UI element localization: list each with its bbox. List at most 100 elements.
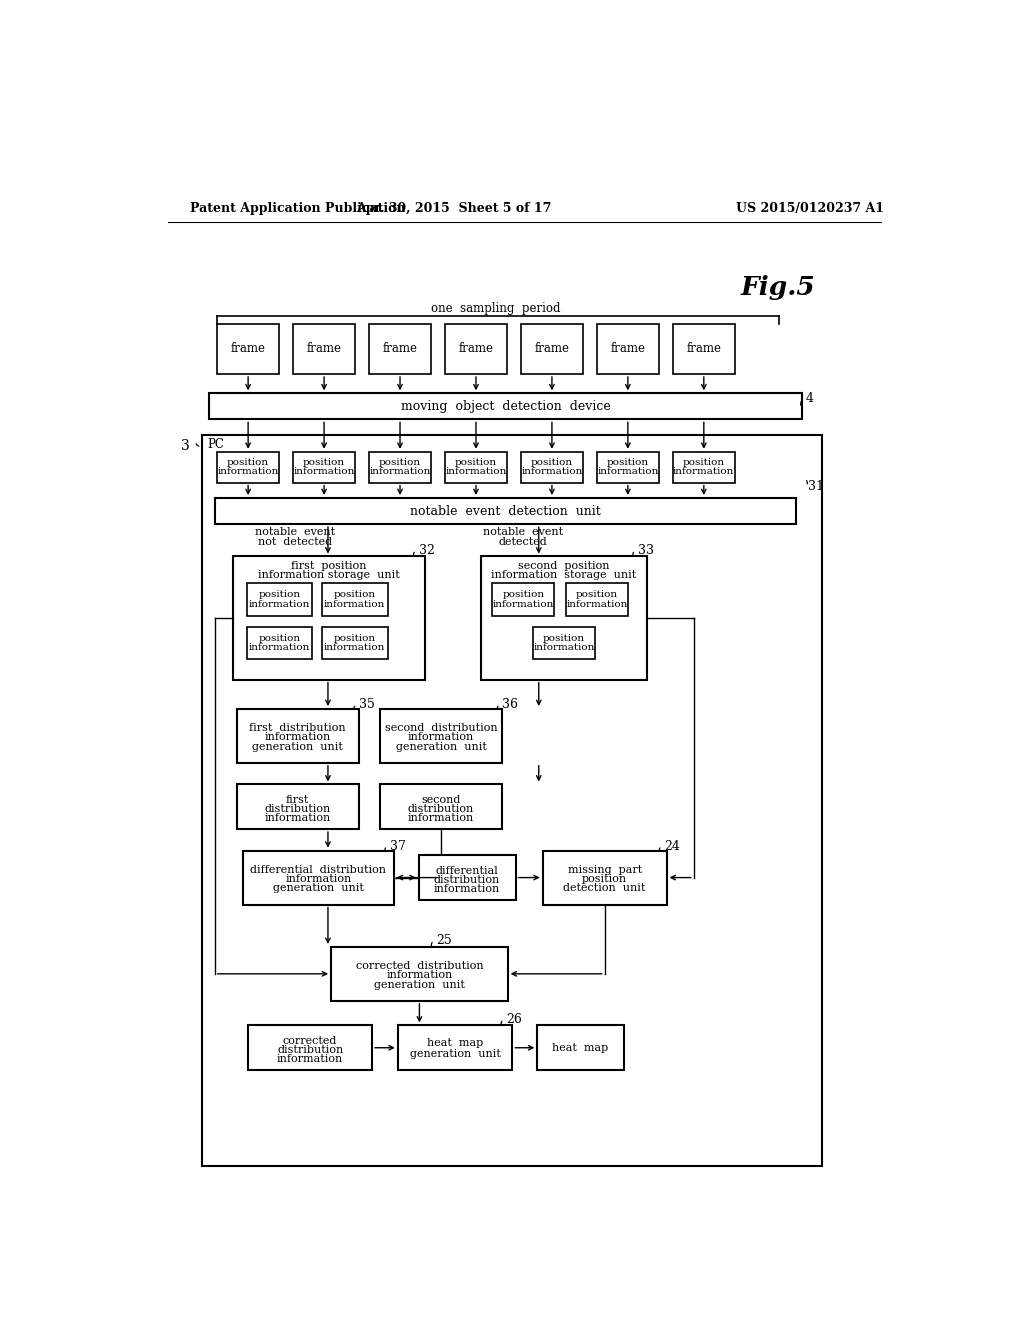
Text: generation  unit: generation unit <box>410 1049 501 1059</box>
Text: information: information <box>217 467 279 477</box>
Text: corrected  distribution: corrected distribution <box>355 961 483 972</box>
Bar <box>673 323 735 374</box>
Bar <box>532 627 595 659</box>
Text: 33: 33 <box>638 544 654 557</box>
Bar <box>202 434 821 1167</box>
Bar <box>369 323 431 374</box>
Text: position: position <box>543 634 585 643</box>
Text: 36: 36 <box>503 698 518 711</box>
Text: information: information <box>264 813 331 824</box>
Bar <box>597 323 658 374</box>
Text: position: position <box>502 590 545 599</box>
Text: distribution: distribution <box>264 804 331 814</box>
Bar <box>232 557 425 680</box>
Text: generation  unit: generation unit <box>252 742 343 751</box>
Bar <box>248 1026 372 1071</box>
Text: information: information <box>445 467 507 477</box>
Text: position: position <box>530 458 573 467</box>
Text: 26: 26 <box>506 1012 522 1026</box>
Bar <box>673 451 735 483</box>
Bar <box>237 784 359 829</box>
Text: information: information <box>408 813 474 824</box>
Text: not  detected: not detected <box>258 537 332 546</box>
Text: information: information <box>324 599 385 609</box>
Text: information: information <box>408 733 474 742</box>
Text: moving  object  detection  device: moving object detection device <box>401 400 610 413</box>
Bar <box>209 393 802 420</box>
Bar <box>397 1026 512 1071</box>
Bar <box>380 709 503 763</box>
Text: position: position <box>582 874 627 884</box>
Text: differential  distribution: differential distribution <box>250 865 386 875</box>
Bar <box>445 323 507 374</box>
Text: one  sampling  period: one sampling period <box>431 302 561 315</box>
Bar <box>215 498 796 524</box>
Text: frame: frame <box>686 342 721 355</box>
Text: distribution: distribution <box>278 1045 343 1055</box>
Text: information storage  unit: information storage unit <box>258 570 399 579</box>
Bar <box>217 323 280 374</box>
Text: generation  unit: generation unit <box>395 742 486 751</box>
Text: 25: 25 <box>436 935 453 948</box>
Text: missing  part: missing part <box>567 865 642 875</box>
Bar <box>597 451 658 483</box>
Bar <box>419 855 515 900</box>
Text: 37: 37 <box>390 840 406 853</box>
Text: position: position <box>258 590 301 599</box>
Bar <box>247 583 312 615</box>
Text: information: information <box>521 467 583 477</box>
Bar <box>243 850 394 904</box>
Bar <box>493 583 554 615</box>
Text: 31: 31 <box>809 480 824 492</box>
Text: position: position <box>258 634 301 643</box>
Text: detected: detected <box>499 537 548 546</box>
Text: frame: frame <box>383 342 418 355</box>
Text: 4: 4 <box>806 392 814 405</box>
Text: position: position <box>334 634 376 643</box>
Text: information: information <box>493 599 554 609</box>
Text: information: information <box>278 1055 343 1064</box>
Text: PC: PC <box>208 437 224 450</box>
Text: information  storage  unit: information storage unit <box>492 570 637 579</box>
Text: second: second <box>422 795 461 805</box>
Bar <box>293 323 355 374</box>
Bar <box>322 583 388 615</box>
Text: first  position: first position <box>291 561 367 570</box>
Text: information: information <box>294 467 354 477</box>
Text: information: information <box>370 467 431 477</box>
Text: detection  unit: detection unit <box>563 883 646 894</box>
Text: 32: 32 <box>419 544 434 557</box>
Text: distribution: distribution <box>434 875 500 884</box>
Text: information: information <box>249 599 310 609</box>
Text: notable  event: notable event <box>255 527 335 537</box>
Text: information: information <box>324 643 385 652</box>
Bar <box>331 946 508 1001</box>
Text: position: position <box>455 458 497 467</box>
Text: notable  event  detection  unit: notable event detection unit <box>410 504 601 517</box>
Text: 24: 24 <box>665 840 680 853</box>
Text: notable  event: notable event <box>483 527 563 537</box>
Text: information: information <box>673 467 734 477</box>
Text: frame: frame <box>306 342 342 355</box>
Text: information: information <box>264 733 331 742</box>
Text: frame: frame <box>610 342 645 355</box>
Text: frame: frame <box>459 342 494 355</box>
Bar <box>237 709 359 763</box>
Bar <box>369 451 431 483</box>
Text: position: position <box>227 458 269 467</box>
Text: heat  map: heat map <box>427 1038 483 1048</box>
Text: second  position: second position <box>518 561 609 570</box>
Text: first  distribution: first distribution <box>250 723 346 733</box>
Text: Patent Application Publication: Patent Application Publication <box>190 202 406 215</box>
Text: differential: differential <box>435 866 499 875</box>
Text: information: information <box>597 467 658 477</box>
Text: information: information <box>566 599 628 609</box>
Bar <box>380 784 503 829</box>
Text: frame: frame <box>230 342 265 355</box>
Bar <box>538 1026 624 1071</box>
Text: information: information <box>386 970 453 981</box>
Bar <box>247 627 312 659</box>
Text: position: position <box>334 590 376 599</box>
Text: 35: 35 <box>359 698 375 711</box>
Text: generation  unit: generation unit <box>272 883 364 894</box>
